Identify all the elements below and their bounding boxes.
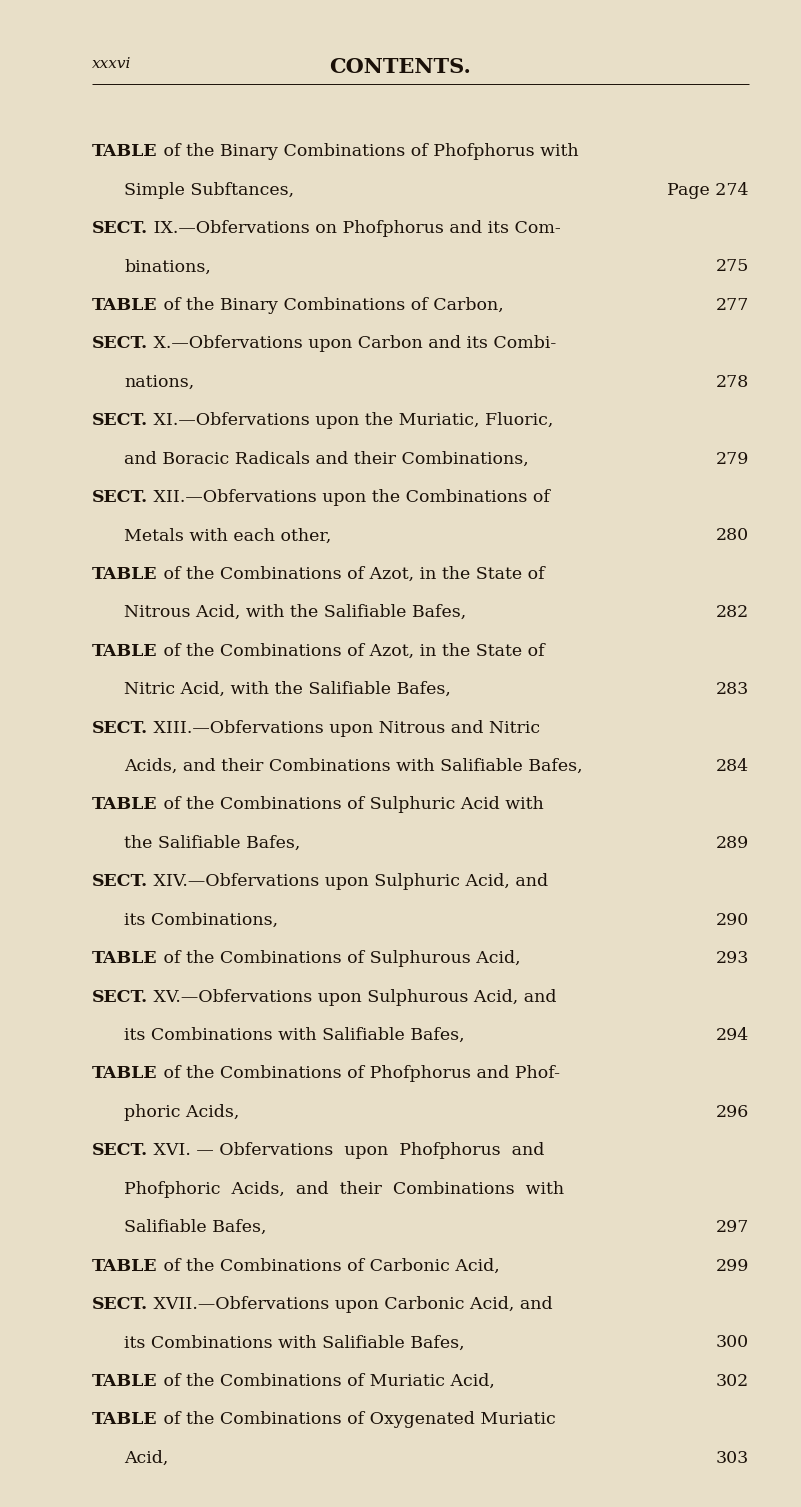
Text: 290: 290 [715, 912, 749, 928]
Text: Phofphoric  Acids,  and  their  Combinations  with: Phofphoric Acids, and their Combinations… [124, 1180, 564, 1198]
Text: SECT.: SECT. [92, 1296, 148, 1313]
Text: 297: 297 [715, 1219, 749, 1236]
Text: 294: 294 [715, 1026, 749, 1044]
Text: its Combinations with Salifiable Bafes,: its Combinations with Salifiable Bafes, [124, 1026, 465, 1044]
Text: of the Combinations of Sulphuric Acid with: of the Combinations of Sulphuric Acid wi… [158, 796, 543, 814]
Text: TABLE: TABLE [92, 1411, 158, 1429]
Text: XIV.—Obfervations upon Sulphuric Acid, and: XIV.—Obfervations upon Sulphuric Acid, a… [148, 873, 549, 891]
Text: of the Combinations of Azot, in the State of: of the Combinations of Azot, in the Stat… [158, 642, 544, 660]
Text: TABLE: TABLE [92, 1065, 158, 1082]
Text: 300: 300 [716, 1334, 749, 1352]
Text: 283: 283 [715, 681, 749, 698]
Text: 299: 299 [715, 1257, 749, 1275]
Text: Nitrous Acid, with the Salifiable Bafes,: Nitrous Acid, with the Salifiable Bafes, [124, 604, 466, 621]
Text: XV.—Obfervations upon Sulphurous Acid, and: XV.—Obfervations upon Sulphurous Acid, a… [148, 989, 557, 1005]
Text: XVI. — Obfervations  upon  Phofphorus  and: XVI. — Obfervations upon Phofphorus and [148, 1142, 545, 1159]
Text: Acids, and their Combinations with Salifiable Bafes,: Acids, and their Combinations with Salif… [124, 758, 583, 775]
Text: XI.—Obfervations upon the Muriatic, Fluoric,: XI.—Obfervations upon the Muriatic, Fluo… [148, 411, 553, 429]
Text: nations,: nations, [124, 374, 195, 390]
Text: Nitric Acid, with the Salifiable Bafes,: Nitric Acid, with the Salifiable Bafes, [124, 681, 451, 698]
Text: 289: 289 [715, 835, 749, 851]
Text: xxxvi: xxxvi [92, 57, 131, 71]
Text: TABLE: TABLE [92, 796, 158, 814]
Text: of the Binary Combinations of Carbon,: of the Binary Combinations of Carbon, [158, 297, 503, 313]
Text: binations,: binations, [124, 259, 211, 276]
Text: SECT.: SECT. [92, 1142, 148, 1159]
Text: 278: 278 [715, 374, 749, 390]
Text: SECT.: SECT. [92, 335, 148, 353]
Text: 302: 302 [715, 1373, 749, 1389]
Text: SECT.: SECT. [92, 873, 148, 891]
Text: X.—Obfervations upon Carbon and its Combi-: X.—Obfervations upon Carbon and its Comb… [148, 335, 557, 353]
Text: its Combinations,: its Combinations, [124, 912, 278, 928]
Text: Salifiable Bafes,: Salifiable Bafes, [124, 1219, 267, 1236]
Text: TABLE: TABLE [92, 1373, 158, 1389]
Text: Page 274: Page 274 [667, 181, 749, 199]
Text: XVII.—Obfervations upon Carbonic Acid, and: XVII.—Obfervations upon Carbonic Acid, a… [148, 1296, 553, 1313]
Text: 277: 277 [715, 297, 749, 313]
Text: XII.—Obfervations upon the Combinations of: XII.—Obfervations upon the Combinations … [148, 488, 550, 506]
Text: of the Combinations of Sulphurous Acid,: of the Combinations of Sulphurous Acid, [158, 949, 520, 967]
Text: TABLE: TABLE [92, 143, 158, 160]
Text: of the Combinations of Carbonic Acid,: of the Combinations of Carbonic Acid, [158, 1257, 499, 1275]
Text: IX.—Obfervations on Phofphorus and its Com-: IX.—Obfervations on Phofphorus and its C… [148, 220, 561, 237]
Text: Metals with each other,: Metals with each other, [124, 527, 332, 544]
Text: 282: 282 [715, 604, 749, 621]
Text: of the Binary Combinations of Phofphorus with: of the Binary Combinations of Phofphorus… [158, 143, 578, 160]
Text: its Combinations with Salifiable Bafes,: its Combinations with Salifiable Bafes, [124, 1334, 465, 1352]
Text: phoric Acids,: phoric Acids, [124, 1103, 239, 1121]
Text: 284: 284 [716, 758, 749, 775]
Text: SECT.: SECT. [92, 488, 148, 506]
Text: TABLE: TABLE [92, 642, 158, 660]
Text: of the Combinations of Muriatic Acid,: of the Combinations of Muriatic Acid, [158, 1373, 494, 1389]
Text: 296: 296 [715, 1103, 749, 1121]
Text: of the Combinations of Phofphorus and Phof-: of the Combinations of Phofphorus and Ph… [158, 1065, 560, 1082]
Text: Acid,: Acid, [124, 1450, 168, 1466]
Text: SECT.: SECT. [92, 989, 148, 1005]
Text: TABLE: TABLE [92, 949, 158, 967]
Text: CONTENTS.: CONTENTS. [329, 57, 472, 77]
Text: TABLE: TABLE [92, 1257, 158, 1275]
Text: 293: 293 [715, 949, 749, 967]
Text: TABLE: TABLE [92, 297, 158, 313]
Text: SECT.: SECT. [92, 220, 148, 237]
Text: TABLE: TABLE [92, 565, 158, 583]
Text: SECT.: SECT. [92, 719, 148, 737]
Text: SECT.: SECT. [92, 411, 148, 429]
Text: 275: 275 [715, 259, 749, 276]
Text: 279: 279 [715, 451, 749, 467]
Text: Simple Subftances,: Simple Subftances, [124, 181, 294, 199]
Text: the Salifiable Bafes,: the Salifiable Bafes, [124, 835, 300, 851]
Text: of the Combinations of Azot, in the State of: of the Combinations of Azot, in the Stat… [158, 565, 544, 583]
Text: and Boracic Radicals and their Combinations,: and Boracic Radicals and their Combinati… [124, 451, 529, 467]
Text: 303: 303 [715, 1450, 749, 1466]
Text: of the Combinations of Oxygenated Muriatic: of the Combinations of Oxygenated Muriat… [158, 1411, 555, 1429]
Text: 280: 280 [716, 527, 749, 544]
Text: XIII.—Obfervations upon Nitrous and Nitric: XIII.—Obfervations upon Nitrous and Nitr… [148, 719, 541, 737]
